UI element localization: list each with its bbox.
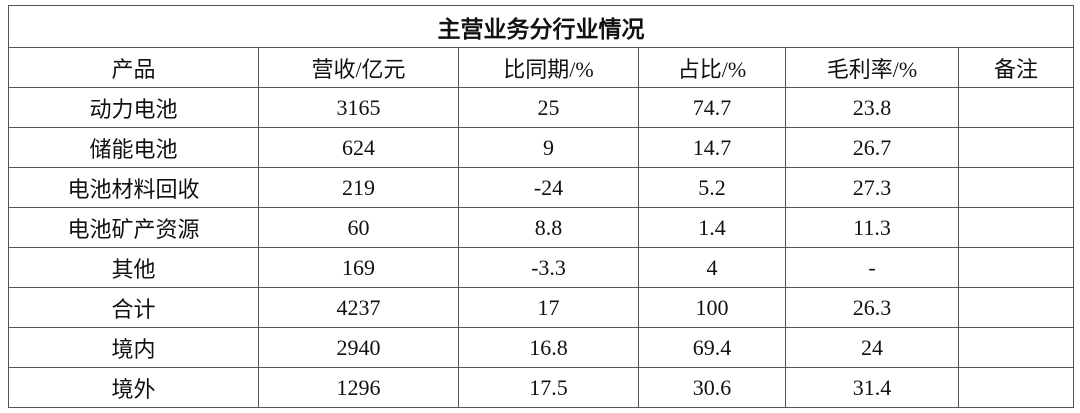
- column-header: 毛利率/%: [785, 47, 959, 88]
- table-cell: 境内: [8, 327, 259, 368]
- table-cell: 14.7: [638, 127, 786, 168]
- table-cell: 69.4: [638, 327, 786, 368]
- table-cell: 9: [458, 127, 639, 168]
- empty-cell: [957, 87, 1075, 128]
- table-container: 主营业务分行业情况 产品 营收/亿元 比同期/% 占比/% 毛利率/% 备注 动力电池 316…: [7, 5, 1075, 408]
- table-cell: 26.3: [785, 287, 959, 328]
- table-cell: 1.4: [638, 207, 786, 248]
- table-cell: -3.3: [458, 247, 639, 288]
- table-cell: 电池矿产资源: [8, 207, 259, 248]
- table-cell: 5.2: [638, 167, 786, 208]
- empty-cell: [957, 287, 1075, 328]
- empty-cell: [957, 367, 1075, 408]
- title-row: 主营业务分行业情况: [7, 5, 1075, 48]
- table-cell: 30.6: [638, 367, 786, 408]
- table-cell: 3165: [258, 87, 459, 128]
- column-header: 营收/亿元: [258, 47, 459, 88]
- table-row: 电池材料回收 219 -24 5.2 27.3: [8, 167, 1075, 208]
- table-cell: 16.8: [458, 327, 639, 368]
- empty-cell: [957, 167, 1075, 208]
- table-cell: 26.7: [785, 127, 959, 168]
- table-row: 境内 2940 16.8 69.4 24: [8, 327, 1075, 368]
- table-cell: 4: [638, 247, 786, 288]
- table-cell: 27.3: [785, 167, 959, 208]
- table-cell: 624: [258, 127, 459, 168]
- table-cell: 电池材料回收: [8, 167, 259, 208]
- empty-cell: [957, 207, 1075, 248]
- table-cell: 储能电池: [8, 127, 259, 168]
- table-cell: 74.7: [638, 87, 786, 128]
- table-row: 其他 169 -3.3 4-: [8, 247, 1075, 288]
- table-cell: -: [785, 247, 959, 288]
- table-cell: 23.8: [785, 87, 959, 128]
- table-cell: 100: [638, 287, 786, 328]
- table-cell: 25: [458, 87, 639, 128]
- column-header: 产品: [8, 47, 259, 88]
- table-cell: 合计: [8, 287, 259, 328]
- table-cell: 169: [258, 247, 459, 288]
- table-row: 储能电池 624 9 14.7 26.7: [8, 127, 1075, 168]
- table-row: 动力电池 3165 25 74.7 23.8: [8, 87, 1075, 128]
- table-cell: 动力电池: [8, 87, 259, 128]
- table-title: 主营业务分行业情况: [7, 5, 1075, 48]
- table-cell: 31.4: [785, 367, 959, 408]
- data-table: 主营业务分行业情况 产品 营收/亿元 比同期/% 占比/% 毛利率/% 备注 动力电池 316…: [7, 5, 1075, 408]
- empty-cell: [957, 247, 1075, 288]
- header-row: 产品 营收/亿元 比同期/% 占比/% 毛利率/% 备注: [8, 47, 1075, 88]
- empty-cell: [957, 327, 1075, 368]
- table-cell: 1296: [258, 367, 459, 408]
- table-cell: 8.8: [458, 207, 639, 248]
- table-cell: 60: [258, 207, 459, 248]
- column-header: 占比/%: [638, 47, 786, 88]
- table-row: 电池矿产资源 60 8.8 1.4 11.3: [8, 207, 1075, 248]
- table-row: 合计 4237 17 100 26.3: [8, 287, 1075, 328]
- table-row: 境外 1296 17.5 30.6 31.4: [8, 367, 1075, 408]
- table-cell: 11.3: [785, 207, 959, 248]
- table-cell: -24: [458, 167, 639, 208]
- column-header: 比同期/%: [458, 47, 639, 88]
- column-header: 备注: [957, 47, 1075, 88]
- table-cell: 2940: [258, 327, 459, 368]
- table-cell: 17: [458, 287, 639, 328]
- table-cell: 17.5: [458, 367, 639, 408]
- table-cell: 24: [785, 327, 959, 368]
- table-cell: 219: [258, 167, 459, 208]
- empty-cell: [957, 127, 1075, 168]
- table-cell: 境外: [8, 367, 259, 408]
- table-cell: 其他: [8, 247, 259, 288]
- table-cell: 4237: [258, 287, 459, 328]
